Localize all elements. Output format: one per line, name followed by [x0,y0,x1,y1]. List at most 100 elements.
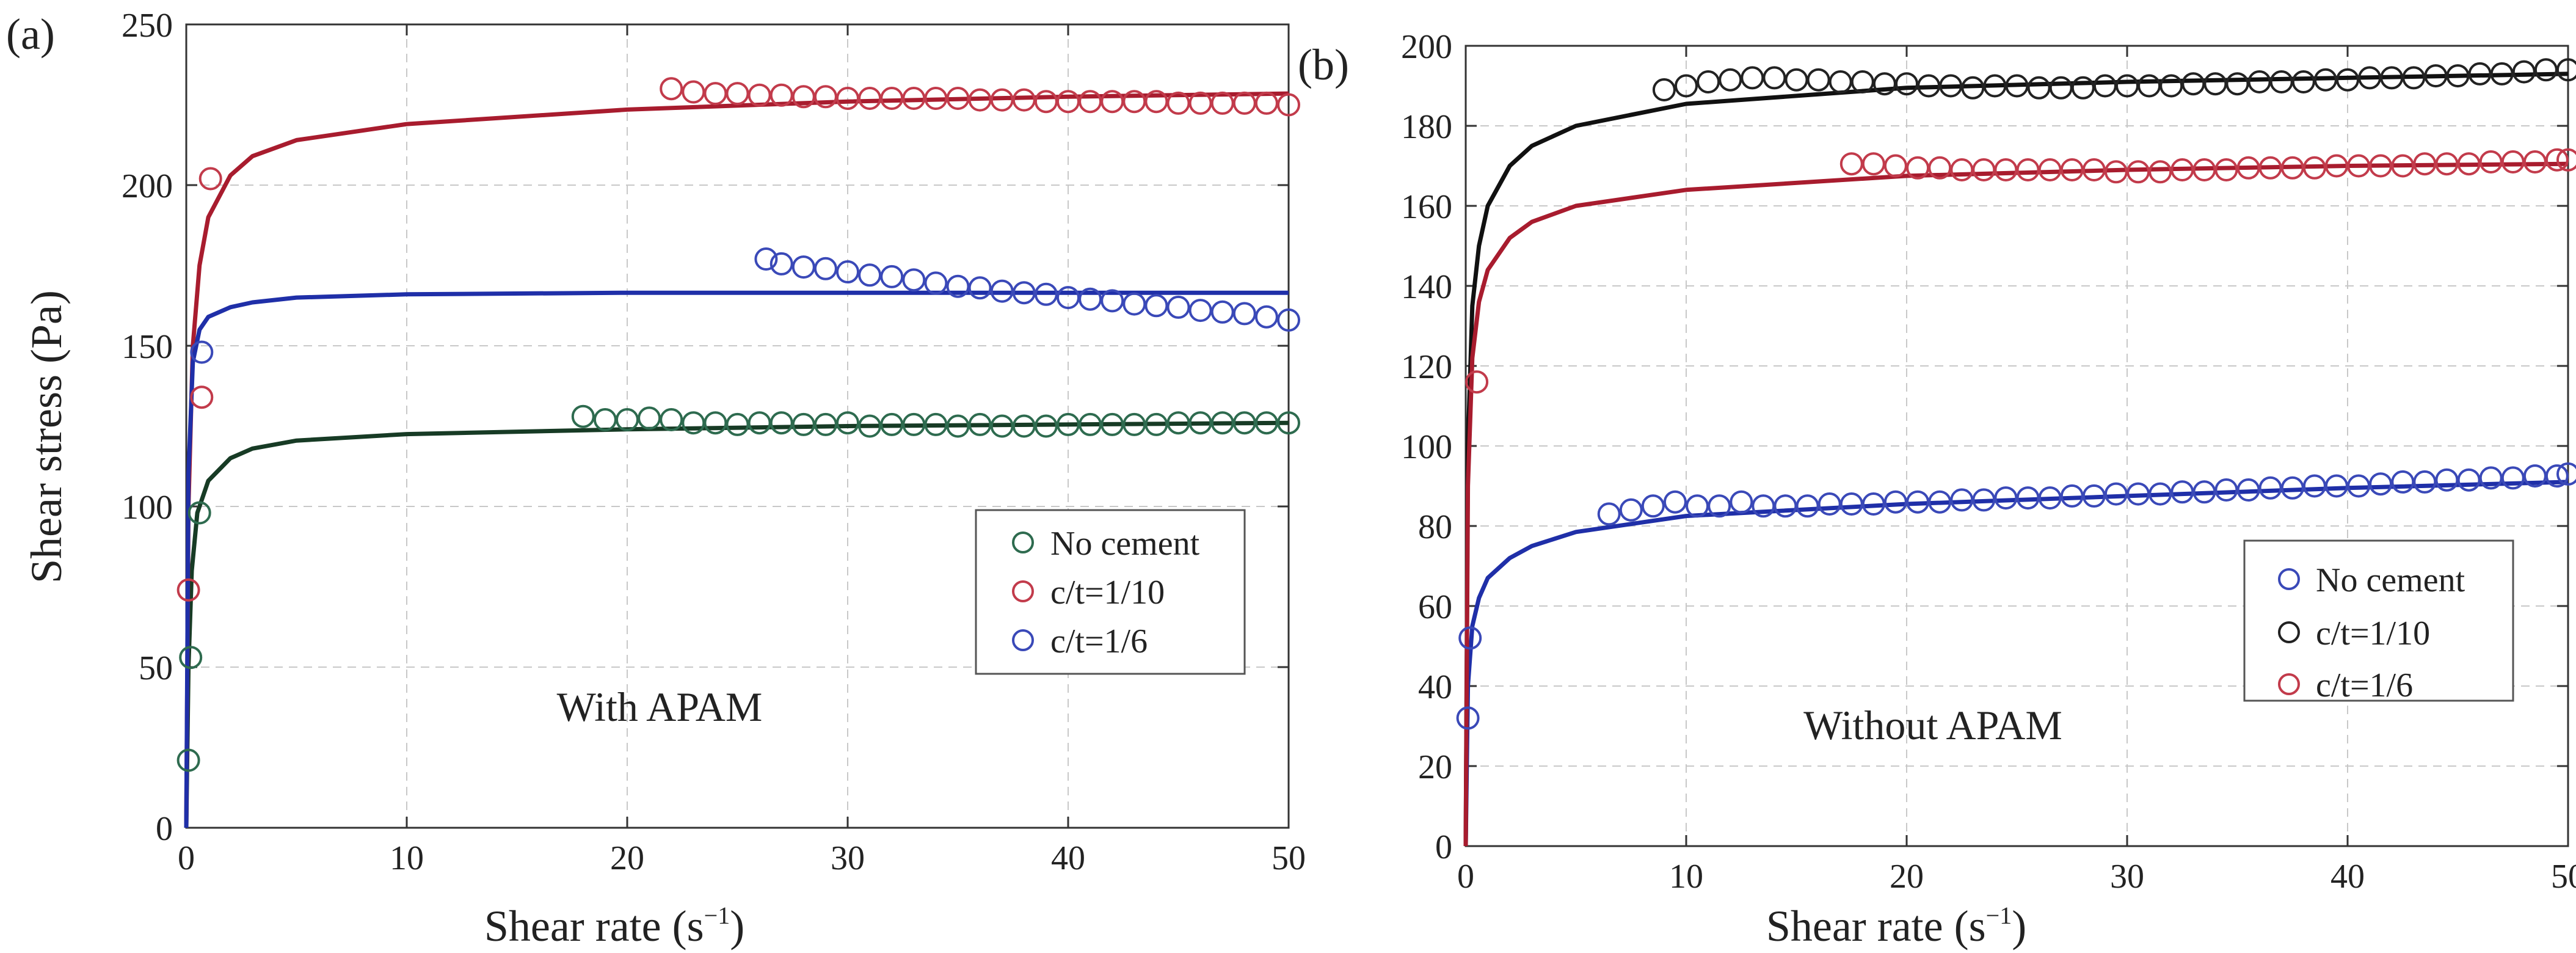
panel-b-grid [1466,46,2568,846]
panel-a-y-tick-label-1: 50 [139,649,173,687]
panel-a-series-0-point-32 [1210,411,1234,435]
panel-b-series-1-point-25 [2203,72,2227,96]
panel-a-series-0-point-31 [1188,411,1212,435]
panel-b-series-1-point-39 [2512,60,2536,84]
panel-a-legend-label-1: c/t=1/10 [1050,574,1165,612]
panel-b-series-0-point-12 [1817,492,1841,516]
panel-a-series-1-point-13 [880,87,904,110]
panel-b-series-0-point-14 [1861,492,1885,516]
panel-a-series-2-point-5 [836,260,859,283]
panel-b-series-0-point-8 [1730,490,1753,514]
panel-a-y-tick-label-3: 150 [122,328,173,366]
panel-a-series-0-point-28 [1122,412,1146,436]
panel-b-series-0-point-11 [1796,494,1819,518]
panel-b-legend-item-1: c/t=1/10 [2278,615,2430,652]
panel-a-x-axis-label: Shear rate (s−1) [484,902,744,951]
panel-a-series-2-point-11 [968,276,992,300]
panel-b-series-0-point-19 [1972,488,1996,512]
panel-b-series-2-point-16 [2170,158,2194,181]
panel-b-y-tick-label-9: 180 [1401,108,1452,146]
panel-a-series-2-point-10 [946,274,970,298]
panel-a-series-0-point-7 [660,408,683,431]
panel-b-series-2-point-12 [2082,158,2106,181]
panel-b-series-0-point-33 [2280,476,2304,500]
panel-a-series-0-point-18 [902,412,926,436]
panel-a-series-2-point-20 [1166,295,1190,319]
panel-a-series-2-point-25 [1277,308,1300,332]
panel-b-series-2-point-31 [2501,150,2525,173]
panel-b-series-0-point-25 [2104,482,2128,506]
panel-b-series-0-point-39 [2413,470,2437,494]
panel-b-series-1-point-34 [2402,66,2426,90]
panel-a-y-axis-label: Shear stress (Pa) [22,290,71,583]
panel-a-series-2-point-0 [190,340,214,364]
panel-b-series-0-point-41 [2457,468,2481,492]
panel-b-series-0-point-43 [2501,466,2525,490]
panel-a-series-2-point-22 [1210,300,1234,324]
panel-b-series-1-point-30 [2313,68,2337,92]
panel-a-x-tick-label-1: 10 [390,839,424,877]
panel-a-series-1-point-20 [1034,90,1058,114]
panel-b-x-axis-label: Shear rate (s−1) [1766,902,2026,951]
panel-a-series-0-point-30 [1166,411,1190,435]
panel-b-series-2-point-9 [2016,158,2040,181]
panel-a-series-0-point-35 [1277,411,1300,435]
panel-b-series-1-point-17 [2027,76,2051,100]
panel-a-y-tick-label-5: 250 [122,7,173,45]
panel-a-series-2-point-3 [791,255,815,279]
panel-b-data-points [1456,58,2576,730]
panel-a-series-1-point-8 [770,83,793,107]
panel-a-series-1-point-26 [1166,91,1190,115]
panel-b-series-1-point-12 [1917,74,1941,98]
panel-b-series-1-point-23 [2159,74,2183,98]
panel-b-y-tick-label-3: 60 [1418,588,1452,626]
panel-a-series-2-point-4 [813,257,837,280]
panel-a-y-tick-label-4: 200 [122,167,173,205]
panel-b-series-1-point-11 [1895,72,1918,96]
panel-a-series-0-point-9 [704,411,727,435]
panel-a-series-0-point-27 [1101,412,1124,436]
panel-b-series-2-point-20 [2258,156,2282,180]
panel-b-series-0-point-2 [1597,502,1621,526]
panel-a-series-2-point-12 [990,279,1014,303]
panel-b-series-2-point-14 [2127,160,2150,184]
panel-a-series-0-point-22 [990,414,1014,438]
panel-a-plot-area [185,23,1290,829]
panel-b-series-0-point-22 [2038,486,2062,510]
panel-a-legend-label-2: c/t=1/6 [1050,623,1148,660]
panel-a-fit-line-0 [184,420,1289,828]
panel-b-legend-marker-2 [2278,673,2300,695]
panel-b-series-2-point-13 [2104,160,2128,184]
panel-a-x-tick-label-5: 50 [1272,839,1306,877]
panel-b-series-2-point-25 [2369,154,2393,178]
panel-a-legend-marker-1 [1012,580,1034,602]
panel-a-series-1-point-24 [1122,90,1146,114]
panel-a-series-1-point-0 [176,578,200,602]
panel-b-series-1-point-1 [1675,74,1698,98]
panel-a-x-tick-label-0: 0 [178,839,195,877]
panel-b-y-tick-label-8: 160 [1401,188,1452,226]
panel-a-x-tick-label-4: 40 [1051,839,1085,877]
panel-b-series-1-point-20 [2093,74,2117,98]
panel-b-series-1-point-2 [1697,70,1720,93]
panel-b-series-0-point-1 [1458,626,1482,650]
panel-a-series-1-point-17 [968,88,992,112]
panel-b-series-0-point-40 [2435,468,2459,492]
panel-a-series-1-point-6 [726,82,749,106]
panel-a-series-2-point-17 [1101,289,1124,313]
panel-b-series-2-point-5 [1928,156,1952,180]
panel-b-legend-label-0: No cement [2316,561,2465,599]
panel-b-series-1-point-38 [2490,62,2514,86]
panel-a-series-0-point-2 [187,501,211,525]
panel-b-series-0-point-0 [1456,706,1480,730]
panel-b-legend-label-1: c/t=1/10 [2316,615,2430,652]
panel-a-series-0-point-15 [836,411,859,435]
panel-b-series-1-point-22 [2138,74,2161,98]
chart-panel-b: (b) Shear rate (s−1) 0 10 20 30 40 50 0 20 40 60 8… [1298,28,2576,951]
panel-b-series-0-point-4 [1641,494,1665,518]
panel-a-series-1-point-11 [836,87,859,110]
panel-b-x-tick-label-4: 40 [2330,858,2365,896]
panel-b-series-1-point-10 [1872,72,1896,96]
panel-a-series-0-point-12 [770,411,793,435]
